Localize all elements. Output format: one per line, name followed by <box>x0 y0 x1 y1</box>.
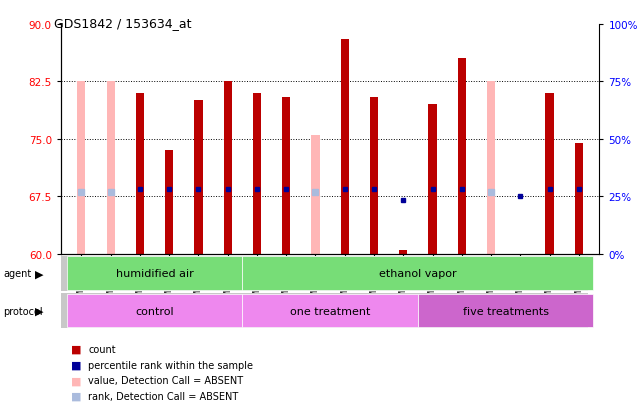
Text: agent: agent <box>3 268 31 279</box>
Bar <box>487 82 495 254</box>
Text: one treatment: one treatment <box>290 306 370 316</box>
Text: ▶: ▶ <box>35 306 44 316</box>
Bar <box>67 257 242 290</box>
Bar <box>67 294 242 328</box>
Bar <box>575 143 583 254</box>
Text: ▶: ▶ <box>35 268 44 279</box>
Bar <box>399 250 408 254</box>
Bar <box>194 101 203 254</box>
Bar <box>78 82 85 254</box>
Bar <box>458 59 466 254</box>
Text: ■: ■ <box>71 391 81 401</box>
Bar <box>545 94 554 254</box>
Text: humidified air: humidified air <box>115 268 194 279</box>
Bar <box>312 135 320 254</box>
Bar <box>242 294 418 328</box>
Text: rank, Detection Call = ABSENT: rank, Detection Call = ABSENT <box>88 391 238 401</box>
Text: value, Detection Call = ABSENT: value, Detection Call = ABSENT <box>88 375 244 385</box>
Bar <box>428 105 437 254</box>
Text: ■: ■ <box>71 375 81 385</box>
Text: protocol: protocol <box>3 306 43 316</box>
Bar <box>340 40 349 254</box>
Bar <box>106 82 115 254</box>
Text: five treatments: five treatments <box>463 306 549 316</box>
Bar <box>370 97 378 254</box>
Text: ■: ■ <box>71 344 81 354</box>
Text: percentile rank within the sample: percentile rank within the sample <box>88 360 253 370</box>
Bar <box>136 94 144 254</box>
Text: control: control <box>135 306 174 316</box>
Bar <box>282 97 290 254</box>
Bar <box>165 151 173 254</box>
Text: GDS1842 / 153634_at: GDS1842 / 153634_at <box>54 17 192 29</box>
Bar <box>418 294 594 328</box>
Bar <box>224 82 232 254</box>
Bar <box>242 257 594 290</box>
Text: ethanol vapor: ethanol vapor <box>379 268 457 279</box>
Text: ■: ■ <box>71 360 81 370</box>
Bar <box>253 94 261 254</box>
Text: count: count <box>88 344 116 354</box>
